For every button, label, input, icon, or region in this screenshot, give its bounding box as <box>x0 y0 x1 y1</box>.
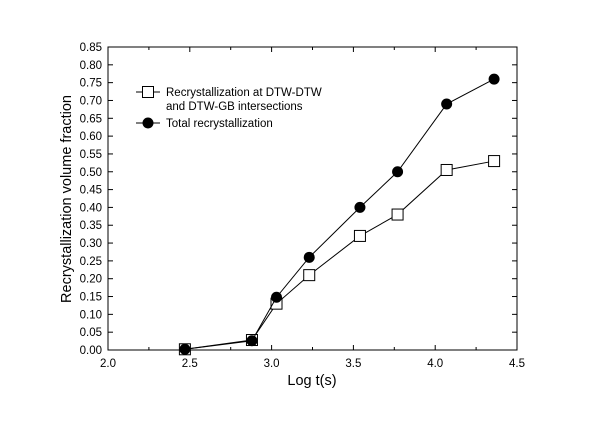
y-tick-label: 0.30 <box>80 238 102 250</box>
y-tick-label: 0.80 <box>80 60 102 72</box>
y-tick-label: 0.85 <box>80 42 102 54</box>
data-point-circle <box>303 251 315 263</box>
data-point-square <box>303 269 316 282</box>
data-point-circle <box>354 201 366 213</box>
y-tick-label: 0.45 <box>80 185 102 197</box>
data-point-square <box>391 208 404 221</box>
data-point-circle <box>441 98 453 110</box>
legend-marker-circle <box>142 117 154 129</box>
data-point-square <box>488 155 501 168</box>
data-point-square <box>353 229 366 242</box>
y-tick-label: 0.55 <box>80 149 102 161</box>
y-tick-label: 0.00 <box>80 345 102 357</box>
series-line-1 <box>184 78 495 350</box>
y-tick-label: 0.05 <box>80 327 102 339</box>
y-tick-label: 0.40 <box>80 202 102 214</box>
data-point-circle <box>271 291 283 303</box>
y-tick-label: 0.35 <box>80 220 102 232</box>
data-point-circle <box>392 166 404 178</box>
data-point-circle <box>246 335 258 347</box>
y-tick-label: 0.60 <box>80 131 102 143</box>
data-point-circle <box>179 343 191 355</box>
y-tick-label: 0.20 <box>80 274 102 286</box>
x-tick-label: 4.5 <box>509 358 525 370</box>
y-tick-label: 0.50 <box>80 167 102 179</box>
y-tick-label: 0.25 <box>80 256 102 268</box>
legend-label: Recrystallization at DTW-DTW <box>166 87 322 99</box>
y-tick-label: 0.65 <box>80 113 102 125</box>
y-tick-label: 0.15 <box>80 292 102 304</box>
y-axis-title: Recrystallization volume fraction <box>59 95 75 303</box>
legend-label: Total recrystallization <box>166 118 273 130</box>
x-axis-title: Log t(s) <box>287 373 336 389</box>
x-tick-label: 2.5 <box>182 358 198 370</box>
y-tick-label: 0.10 <box>80 309 102 321</box>
x-tick-label: 3.0 <box>264 358 280 370</box>
series-line-0 <box>184 160 495 350</box>
y-tick-label: 0.70 <box>80 95 102 107</box>
series-layer <box>178 73 501 356</box>
y-tick-label: 0.75 <box>80 78 102 90</box>
x-axis-ticks: 2.0 2.5 3.0 3.5 4.0 4.5 <box>100 47 525 370</box>
legend-marker-square <box>142 86 154 98</box>
y-axis-ticks: 0.00 0.05 0.10 0.15 0.20 0.25 0.30 0.35 0.40 0.45… <box>80 42 517 357</box>
x-tick-label: 3.5 <box>345 358 361 370</box>
x-tick-label: 2.0 <box>100 358 116 370</box>
data-point-circle <box>488 73 500 85</box>
legend: Recrystallization at DTW-DTW and DTW-GB i… <box>136 86 322 130</box>
data-point-square <box>440 163 453 176</box>
legend-label: and DTW-GB intersections <box>166 101 303 113</box>
x-tick-label: 4.0 <box>427 358 443 370</box>
